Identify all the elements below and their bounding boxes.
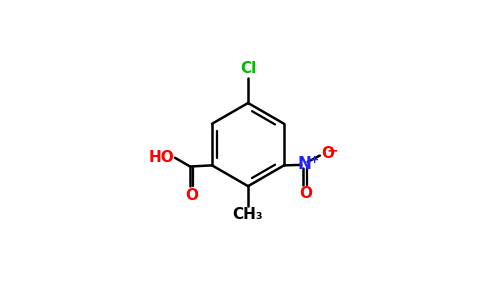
Text: O: O: [185, 188, 198, 202]
Text: +: +: [310, 155, 319, 165]
Text: CH₃: CH₃: [233, 207, 263, 222]
Text: O: O: [322, 146, 335, 161]
Text: HO: HO: [149, 150, 174, 165]
Text: Cl: Cl: [240, 61, 256, 76]
Text: N: N: [298, 155, 312, 173]
Text: −: −: [327, 143, 338, 158]
Text: O: O: [299, 186, 312, 201]
